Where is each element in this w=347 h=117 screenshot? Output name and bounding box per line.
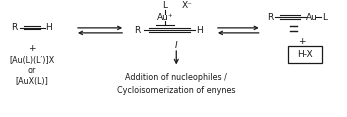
Text: R: R xyxy=(11,23,17,32)
Text: R: R xyxy=(267,13,273,22)
Text: I: I xyxy=(175,41,178,50)
Text: H-X: H-X xyxy=(297,50,313,59)
Text: [AuX(L)]: [AuX(L)] xyxy=(15,77,48,86)
Text: +: + xyxy=(298,37,306,46)
Text: Au⁺: Au⁺ xyxy=(156,13,173,22)
Text: R: R xyxy=(134,26,140,35)
FancyBboxPatch shape xyxy=(288,46,322,63)
Text: or: or xyxy=(28,66,36,75)
Text: +: + xyxy=(28,44,35,53)
Text: L: L xyxy=(162,1,167,10)
Text: [Au(L)(L′)]X: [Au(L)(L′)]X xyxy=(9,56,54,65)
Text: Addition of nucleophiles /
Cycloisomerization of enynes: Addition of nucleophiles / Cycloisomeriz… xyxy=(117,73,236,95)
Text: Au: Au xyxy=(306,13,318,22)
Text: L: L xyxy=(322,13,327,22)
Text: H: H xyxy=(45,23,52,32)
Text: X⁻: X⁻ xyxy=(182,1,193,10)
Text: H: H xyxy=(196,26,203,35)
